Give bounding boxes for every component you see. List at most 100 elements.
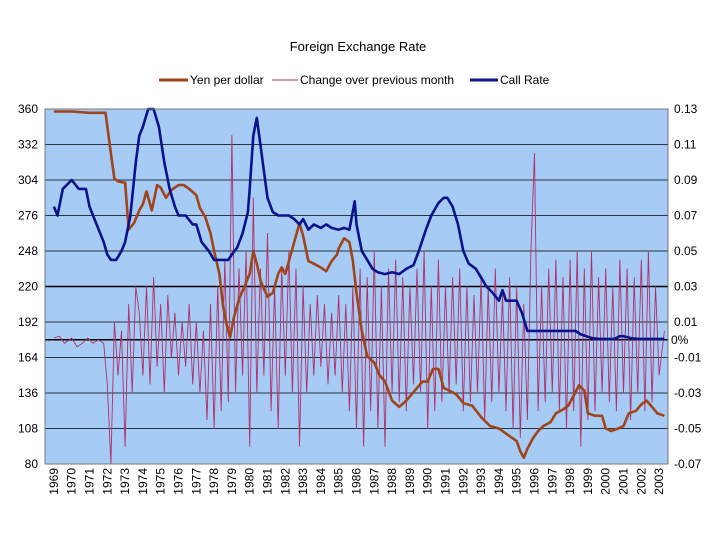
x-tick-group: 1989 (403, 468, 417, 495)
x-tick-label: 1970 (65, 468, 79, 495)
left-tick-label: 276 (18, 209, 38, 223)
x-tick-group: 1995 (510, 468, 524, 495)
x-tick-group: 1990 (421, 468, 435, 495)
right-tick-label: 0.13 (674, 102, 698, 116)
x-tick-label: 1981 (261, 468, 275, 495)
x-tick-group: 1988 (385, 468, 399, 495)
legend: Yen per dollar Change over previous mont… (159, 73, 550, 87)
x-tick-label: 1984 (314, 468, 328, 495)
x-tick-label: 1974 (136, 468, 150, 495)
x-tick-label: 1979 (225, 468, 239, 495)
left-tick-label: 192 (18, 315, 38, 329)
x-tick-group: 1994 (492, 468, 506, 495)
chart-title: Foreign Exchange Rate (290, 39, 427, 54)
x-tick-label: 1973 (118, 468, 132, 495)
x-axis-labels: 1969 1970 1971 1972 1973 1974 1975 1976 1977 1978… (47, 468, 666, 495)
x-tick-label: 2000 (599, 468, 613, 495)
x-tick-group: 1982 (278, 468, 292, 495)
x-tick-label: 1982 (278, 468, 292, 495)
x-tick-group: 1984 (314, 468, 328, 495)
x-tick-label: 1999 (581, 468, 595, 495)
x-tick-label: 2002 (634, 468, 648, 495)
x-tick-label: 1980 (243, 468, 257, 495)
x-tick-group: 1987 (367, 468, 381, 495)
legend-label-call: Call Rate (500, 73, 550, 87)
x-tick-label: 1997 (545, 468, 559, 495)
x-tick-group: 1975 (154, 468, 168, 495)
x-tick-label: 1975 (154, 468, 168, 495)
right-tick-label: -0.05 (674, 422, 702, 436)
x-tick-group: 2002 (634, 468, 648, 495)
x-tick-group: 1981 (261, 468, 275, 495)
right-tick-label: 0.09 (674, 173, 698, 187)
x-tick-group: 1999 (581, 468, 595, 495)
x-tick-group: 1980 (243, 468, 257, 495)
x-tick-group: 1976 (172, 468, 186, 495)
x-tick-group: 1996 (528, 468, 542, 495)
series-line-change (53, 135, 665, 465)
x-tick-group: 1974 (136, 468, 150, 495)
x-tick-label: 1976 (172, 468, 186, 495)
x-tick-label: 1985 (332, 468, 346, 495)
x-tick-label: 1989 (403, 468, 417, 495)
x-tick-label: 1971 (83, 468, 97, 495)
x-tick-group: 1985 (332, 468, 346, 495)
legend-label-change: Change over previous month (300, 73, 454, 87)
left-tick-label: 248 (18, 244, 38, 258)
x-tick-group: 1993 (474, 468, 488, 495)
x-tick-group: 1970 (65, 468, 79, 495)
x-tick-group: 1969 (47, 468, 61, 495)
x-tick-group: 1979 (225, 468, 239, 495)
x-tick-label: 1993 (474, 468, 488, 495)
left-axis-ticks: 360 332 304 276 248 220 192 164 136 108 80 (18, 102, 38, 471)
plot-border (44, 108, 669, 465)
x-tick-group: 1992 (456, 468, 470, 495)
x-tick-label: 1978 (207, 468, 221, 495)
x-tick-group: 1977 (189, 468, 203, 495)
x-tick-label: 1994 (492, 468, 506, 495)
x-tick-group: 1978 (207, 468, 221, 495)
x-tick-label: 1992 (456, 468, 470, 495)
x-tick-label: 1996 (528, 468, 542, 495)
right-tick-label: -0.07 (674, 457, 702, 471)
x-tick-group: 1972 (100, 468, 114, 495)
right-tick-label: 0.03 (674, 280, 698, 294)
x-tick-group: 2000 (599, 468, 613, 495)
x-tick-label: 1998 (563, 468, 577, 495)
left-tick-label: 332 (18, 138, 38, 152)
right-tick-label: -0.03 (674, 386, 702, 400)
legend-label-yen: Yen per dollar (190, 73, 264, 87)
x-tick-label: 1995 (510, 468, 524, 495)
x-tick-group: 2003 (652, 468, 666, 495)
x-tick-label: 1988 (385, 468, 399, 495)
right-tick-label: 0.05 (674, 244, 698, 258)
left-tick-label: 136 (18, 386, 38, 400)
x-tick-label: 1969 (47, 468, 61, 495)
x-tick-group: 2001 (617, 468, 631, 495)
x-tick-group: 1971 (83, 468, 97, 495)
x-tick-label: 1972 (100, 468, 114, 495)
x-tick-group: 1973 (118, 468, 132, 495)
right-tick-label: 0.07 (674, 209, 698, 223)
x-tick-group: 1998 (563, 468, 577, 495)
x-tick-group: 1983 (296, 468, 310, 495)
x-tick-label: 1983 (296, 468, 310, 495)
right-tick-label: -0.01 (674, 351, 702, 365)
right-tick-label: 0.11 (674, 138, 697, 152)
x-tick-label: 1991 (439, 468, 453, 495)
series-line-yen (53, 110, 665, 460)
x-tick-label: 1987 (367, 468, 381, 495)
left-tick-label: 360 (18, 102, 38, 116)
x-tick-group: 1991 (439, 468, 453, 495)
zero-percent-label: 0% (671, 333, 689, 347)
x-tick-label: 2001 (617, 468, 631, 495)
left-tick-label: 108 (18, 422, 38, 436)
x-tick-group: 1986 (350, 468, 364, 495)
left-tick-label: 304 (18, 173, 38, 187)
x-tick-group: 1997 (545, 468, 559, 495)
x-tick-label: 1977 (189, 468, 203, 495)
left-tick-label: 80 (25, 457, 39, 471)
left-tick-label: 164 (18, 351, 38, 365)
left-tick-label: 220 (18, 280, 38, 294)
